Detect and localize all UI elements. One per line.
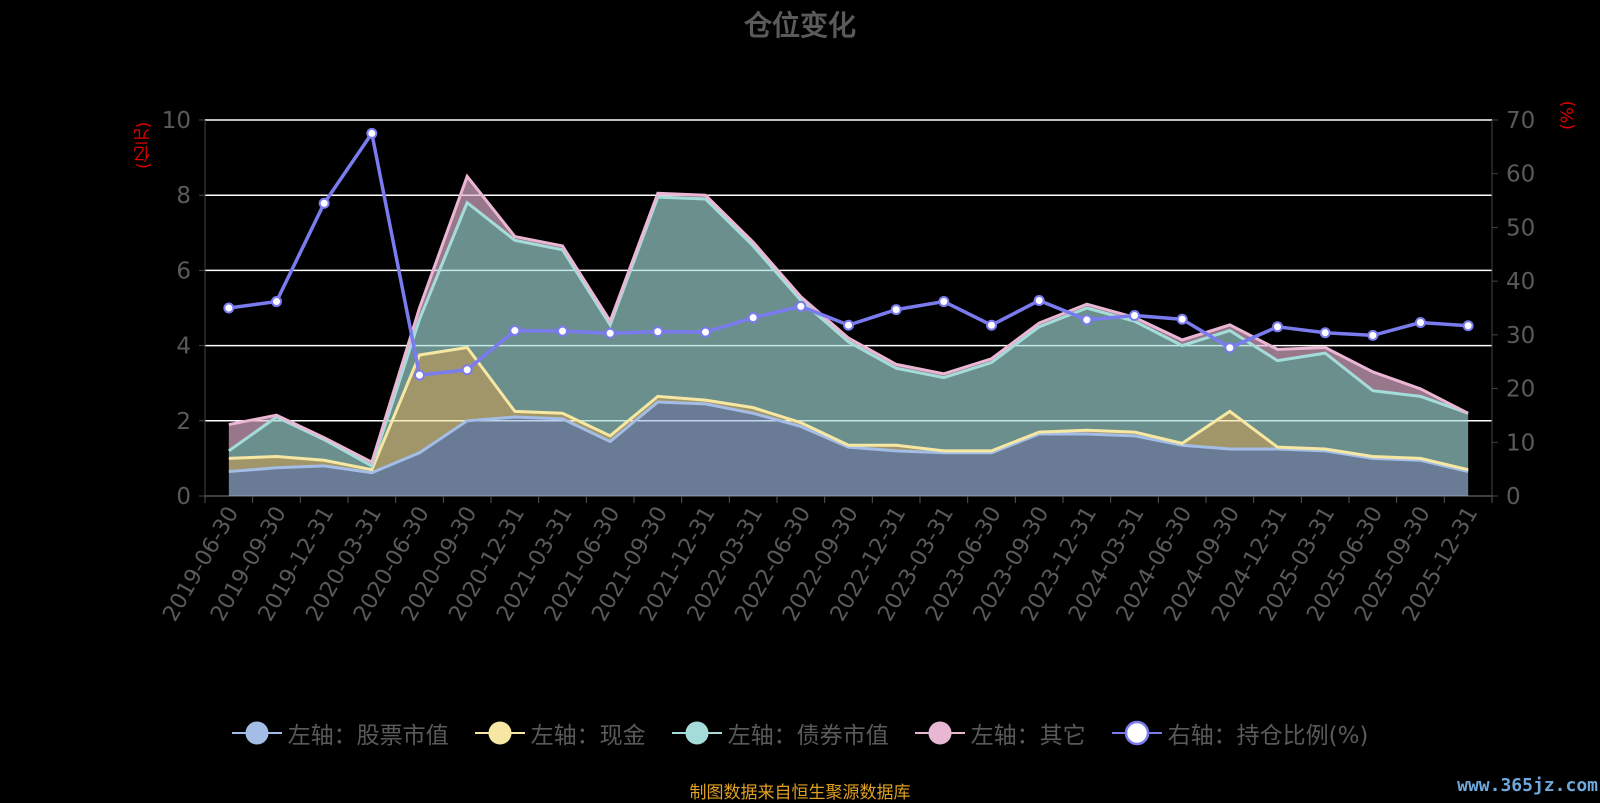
legend-label-stock: 左轴：股票市值 [287, 723, 449, 749]
ratio-point [1129, 310, 1140, 322]
ratio-point [843, 319, 854, 331]
legend-item-other[interactable]: 左轴：其它 [914, 716, 1086, 750]
area-左轴：债券市值 [228, 197, 1469, 470]
right-axis-tick: 40 [1506, 269, 1535, 295]
ratio-point [461, 364, 473, 376]
left-axis-tick: 10 [162, 108, 191, 134]
ratio-point [318, 197, 330, 209]
right-axis-tick: 10 [1506, 430, 1535, 456]
legend-label-bond: 左轴：债券市值 [727, 723, 889, 749]
ratio-point [223, 302, 235, 314]
data-source-note: 制图数据来自恒生聚源数据库 [689, 783, 911, 803]
legend-item-bond[interactable]: 左轴：债券市值 [671, 716, 889, 750]
ratio-point [271, 296, 282, 308]
right-axis-tick: 70 [1506, 108, 1535, 134]
ratio-point [795, 300, 807, 312]
ratio-point [938, 296, 950, 308]
right-axis-tick: 20 [1506, 377, 1535, 403]
ratio-point [747, 312, 759, 324]
right-axis-tick: 0 [1506, 484, 1521, 510]
chart-title: 仓位变化 [743, 9, 856, 42]
series-line-左轴：其它 [228, 173, 1469, 465]
legend-symbol-bond [671, 721, 722, 745]
left-axis-tick: 8 [176, 183, 191, 209]
legend-label-other: 左轴：其它 [970, 723, 1086, 749]
legend-label-cash: 左轴：现金 [530, 723, 646, 749]
series-line-左轴：现金 [228, 345, 1469, 472]
ratio-point [509, 325, 521, 337]
right-axis-tick: 60 [1506, 162, 1535, 188]
area-左轴：现金 [228, 347, 1469, 473]
ratio-point [1033, 294, 1045, 306]
legend-item-cash[interactable]: 左轴：现金 [474, 716, 646, 750]
series-line-左轴：债券市值 [227, 195, 1469, 469]
right-axis-tick: 50 [1506, 215, 1535, 241]
left-axis-tick: 6 [176, 258, 191, 284]
ratio-point [557, 325, 568, 337]
ratio-point [1319, 327, 1331, 339]
legend-symbol-ratio [1111, 720, 1162, 746]
legend-label-ratio: 右轴：持仓比例(%) [1167, 723, 1369, 749]
series-line-左轴：股票市值 [228, 400, 1469, 475]
ratio-point [604, 327, 616, 339]
legend: 左轴：股票市值 左轴：现金 左轴：债券市值 左轴：其它 右轴：持仓比例(%) [0, 716, 1600, 750]
legend-symbol-other [914, 721, 965, 745]
watermark: www.365jz.com [1457, 775, 1598, 796]
left-axis-tick: 2 [176, 409, 191, 435]
ratio-point [414, 369, 425, 381]
ratio-point [1415, 317, 1426, 329]
left-axis-tick: 0 [176, 484, 191, 510]
ratio-point [1081, 314, 1093, 326]
ratio-point [1176, 313, 1188, 325]
ratio-point [366, 127, 378, 139]
ratio-point [700, 326, 711, 338]
ratio-point [1224, 342, 1236, 354]
legend-symbol-stock [231, 721, 282, 745]
left-axis-tick: 4 [176, 334, 191, 360]
legend-item-stock[interactable]: 左轴：股票市值 [231, 716, 449, 750]
legend-symbol-cash [474, 721, 525, 745]
legend-item-ratio[interactable]: 右轴：持仓比例(%) [1111, 716, 1369, 750]
ratio-point [1367, 329, 1379, 341]
ratio-point [1462, 320, 1474, 332]
area-左轴：股票市值 [228, 402, 1469, 496]
ratio-point [986, 319, 997, 331]
right-axis-tick: 30 [1506, 323, 1535, 349]
ratio-point [652, 326, 664, 338]
ratio-point [890, 304, 902, 316]
ratio-point [1272, 321, 1283, 333]
